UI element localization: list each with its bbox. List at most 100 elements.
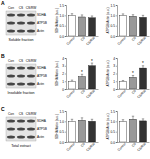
y-tick: 1.0 (111, 120, 117, 124)
x-tick: CS (80, 36, 86, 42)
blot-band (27, 22, 35, 25)
y-tick-label: 1.0 (60, 14, 65, 18)
y-tick-mark (116, 111, 117, 112)
y-tick: 4 (113, 57, 117, 61)
lane-label: CS (19, 59, 23, 63)
error-bar (132, 116, 134, 119)
y-tick-mark (116, 66, 117, 67)
y-tick-label: 0 (62, 88, 64, 92)
bar (140, 121, 147, 142)
y-tick-label: 1.0 (111, 120, 116, 124)
y-tick: 0.0 (111, 35, 117, 39)
y-tick-label: 0.5 (111, 24, 116, 28)
y-tick-mark (65, 66, 66, 67)
y-axis: 0.00.51.01.5 (111, 4, 118, 39)
y-tick: 2 (113, 72, 117, 76)
blot-band (27, 30, 35, 33)
y-axis-line (116, 59, 118, 90)
y-tick-mark (65, 5, 66, 6)
x-tick: CS (131, 89, 137, 95)
bar (69, 81, 76, 89)
y-axis-line (116, 6, 118, 37)
x-tick: CS (80, 89, 86, 95)
plot-marks (69, 63, 96, 89)
y-tick-label: 4 (113, 57, 115, 61)
x-axis: Control CSCS/RW (66, 89, 99, 100)
y-axis-title: SDHA/Actin (a.u.) (55, 61, 59, 86)
x-tick: CS (131, 36, 137, 42)
blot-background (6, 117, 36, 141)
panel: CConCSCS/RWSDHAATP5BActinTotal extract (1, 106, 47, 148)
y-tick-label: 4 (62, 57, 64, 61)
bar-chart: 01234ControlCSCS/RWATP5B/Actin (a.u.)** (106, 57, 150, 100)
y-axis: 01234 (113, 57, 117, 92)
plot-marks (120, 116, 147, 142)
y-tick-mark (65, 74, 66, 75)
error-bar (81, 15, 83, 17)
significance-marker: * (81, 70, 83, 75)
y-tick: 3 (113, 64, 117, 68)
y-tick-mark (116, 132, 117, 133)
y-axis: 0.00.51.01.5 (60, 110, 67, 145)
x-tick-label: Control (66, 89, 76, 99)
y-tick: 0.5 (111, 130, 117, 134)
y-tick: 0.5 (60, 24, 66, 28)
x-tick: Control (117, 36, 127, 46)
y-tick-label: 0.0 (111, 141, 116, 145)
x-tick-label: Control (66, 36, 76, 46)
bar-chart: 0.00.51.01.5ControlCSCS/RWSDHA/Actin (a.… (55, 110, 99, 153)
y-axis-title: SDHA/Actin (a.u.) (55, 114, 59, 139)
bar (130, 16, 137, 36)
x-tick: CS/RW (85, 89, 95, 99)
blot-band (7, 83, 15, 86)
y-tick-label: 0.0 (111, 35, 116, 39)
y-axis: 0.00.51.01.5 (111, 110, 118, 145)
blot-band (7, 120, 15, 123)
y-axis-line (65, 6, 67, 37)
x-tick: CS/RW (136, 36, 146, 46)
blot-band (17, 30, 25, 33)
error-bar (122, 14, 124, 15)
y-axis-title: ATP5B/Actin (a.u.) (106, 113, 110, 139)
y-tick-label: 1.5 (60, 4, 65, 8)
panel: AConCSCS/RWSDHAATP5BActinSoluble fractio… (1, 0, 47, 42)
bar (79, 77, 86, 89)
blot-band (17, 75, 25, 78)
y-tick-label: 0.5 (60, 24, 65, 28)
y-tick-label: 1.0 (111, 14, 116, 18)
lane-label: CS (19, 6, 23, 10)
y-tick-label: 0.0 (60, 141, 65, 145)
y-tick-label: 1.5 (60, 110, 65, 114)
y-tick-mark (116, 15, 117, 16)
plot-marks (120, 66, 147, 89)
x-tick-label: Control (117, 142, 127, 152)
blot-band (17, 136, 25, 139)
significance-marker: * (132, 71, 134, 76)
blot-band (7, 22, 15, 25)
y-axis-title: ATP5B/Actin (a.u.) (106, 60, 110, 86)
bar (89, 121, 96, 142)
blot-band (7, 128, 15, 131)
x-tick: CS/RW (85, 36, 95, 46)
error-bar (81, 118, 83, 120)
x-tick: Control (66, 142, 76, 152)
blot-band (17, 14, 25, 17)
panel: BConCSCS/RWSDHAATP5BActinInsoluble fract… (1, 53, 47, 95)
error-bar (71, 119, 73, 121)
lane-label: CS/RW (26, 112, 37, 116)
bar-chart: 0.00.51.01.5ControlCSCS/RWATP5B/Actin (a… (106, 4, 150, 47)
x-tick: Control (66, 36, 76, 46)
y-axis-title: ATP5B/Actin (a.u.) (106, 7, 110, 33)
bar (69, 121, 76, 142)
y-tick-label: 1.0 (60, 120, 65, 124)
y-tick-mark (65, 132, 66, 133)
x-axis: ControlCSCS/RW (66, 142, 99, 153)
blot-band (17, 22, 25, 25)
blot-band (27, 75, 35, 78)
bar (69, 15, 76, 36)
blot-band (27, 128, 35, 131)
lane-label: CS (19, 112, 23, 116)
x-axis: ControlCSCS/RW (117, 89, 150, 100)
y-tick: 4 (62, 57, 66, 61)
bar (89, 18, 96, 36)
